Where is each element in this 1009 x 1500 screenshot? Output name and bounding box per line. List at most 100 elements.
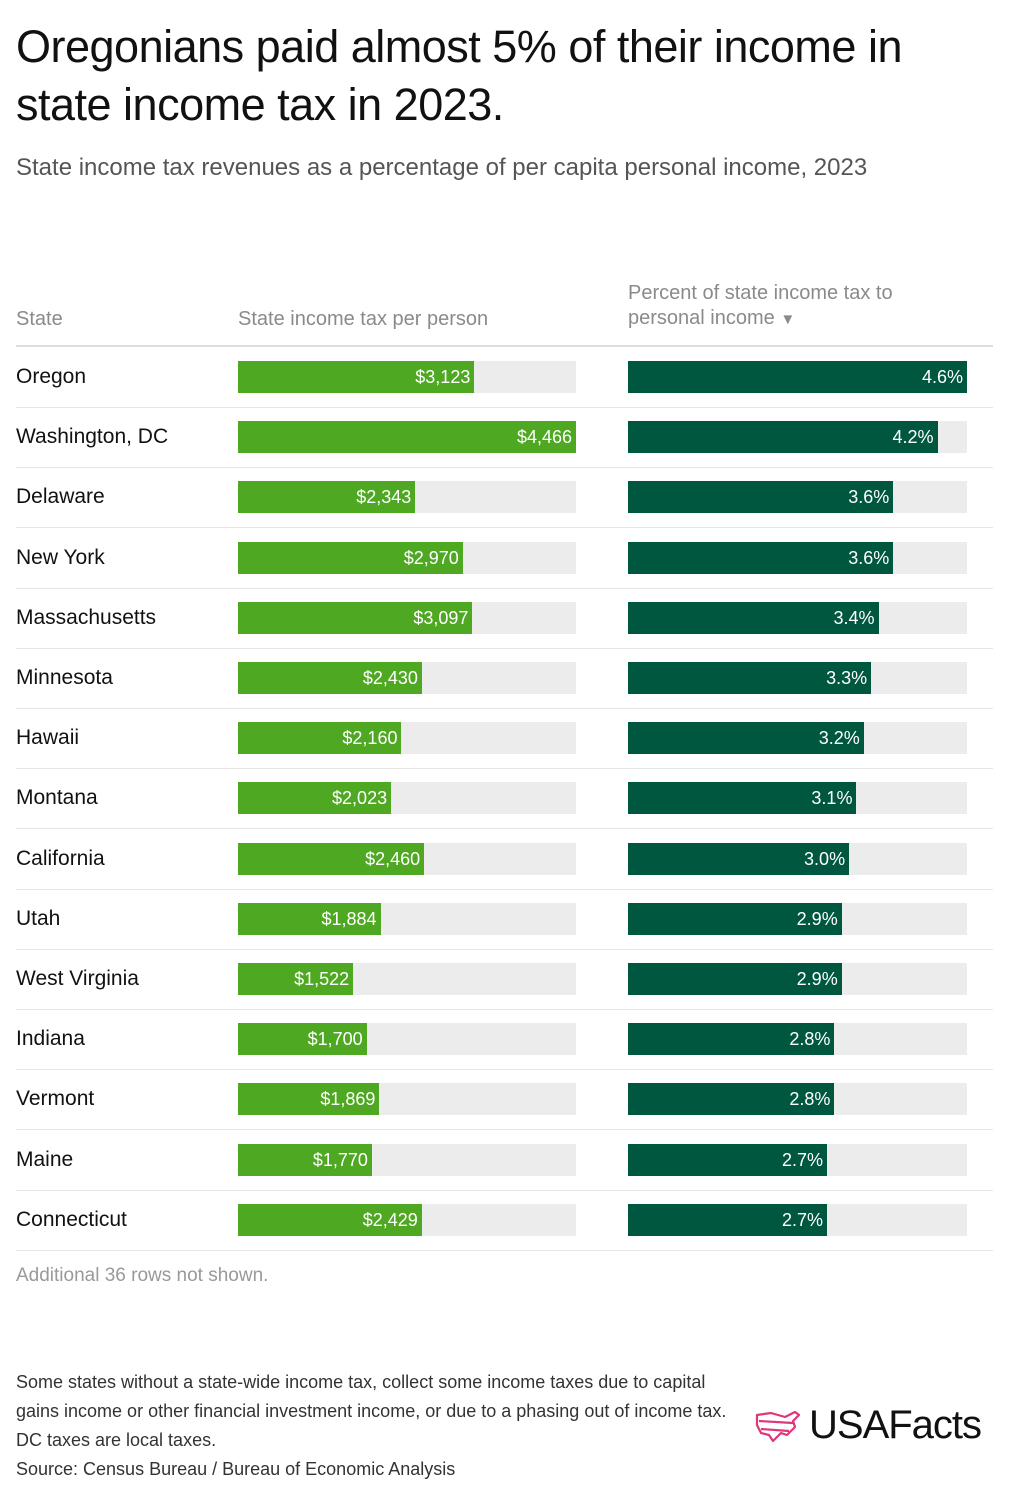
header-pct[interactable]: Percent of state income tax to personal …	[628, 281, 958, 332]
table-row: Indiana $1,700 2.8%	[16, 1009, 993, 1071]
tax-bar-track: $2,343	[238, 481, 576, 514]
pct-bar-track: 3.1%	[628, 782, 967, 815]
subtitle: State income tax revenues as a percentag…	[16, 154, 868, 181]
tax-bar-track: $2,970	[238, 541, 576, 574]
table-row: Montana $2,023 3.1%	[16, 768, 993, 830]
tax-bar: $3,097	[238, 601, 473, 634]
tax-bar-track: $2,460	[238, 842, 576, 875]
tax-bar-track: $2,429	[238, 1203, 576, 1236]
state-name: Delaware	[16, 485, 105, 509]
tax-label: $2,429	[362, 1209, 418, 1230]
pct-label: 2.7%	[781, 1149, 823, 1170]
pct-bar-track: 2.8%	[628, 1083, 967, 1116]
pct-bar: 3.0%	[628, 842, 850, 875]
sort-down-icon[interactable]: ▼	[780, 311, 796, 328]
us-map-icon	[755, 1410, 801, 1442]
source: Source: Census Bureau / Bureau of Econom…	[16, 1459, 456, 1479]
pct-bar: 3.6%	[628, 541, 894, 574]
state-name: Hawaii	[16, 726, 80, 750]
state-name: Indiana	[16, 1027, 85, 1051]
tax-bar-track: $4,466	[238, 421, 576, 454]
pct-bar-track: 3.3%	[628, 662, 967, 694]
pct-bar-track: 2.9%	[628, 902, 967, 935]
page-title: Oregonians paid almost 5% of their incom…	[16, 21, 902, 130]
pct-label: 2.9%	[796, 969, 838, 989]
tax-bar-track: $2,023	[238, 782, 576, 815]
state-name: Massachusetts	[16, 605, 157, 629]
pct-bar: 4.2%	[628, 421, 938, 454]
table-row: West Virginia $1,522 2.9%	[16, 949, 993, 1010]
state-name: Maine	[16, 1147, 74, 1171]
pct-label: 4.6%	[921, 367, 963, 387]
tax-bar: $2,023	[238, 782, 392, 815]
tax-bar-track: $1,884	[238, 902, 576, 935]
state-name: Vermont	[16, 1087, 95, 1111]
header-tax: State income tax per person	[238, 308, 489, 330]
table-row: Vermont $1,869 2.8%	[16, 1069, 993, 1131]
pct-label: 2.8%	[789, 1089, 831, 1110]
tax-bar-track: $1,700	[238, 1023, 576, 1056]
footnote-text: Some states without a state-wide income …	[16, 1372, 727, 1450]
pct-bar-track: 3.6%	[628, 541, 967, 574]
pct-bar: 2.8%	[628, 1023, 835, 1056]
rows-note: Additional 36 rows not shown.	[16, 1265, 269, 1286]
tax-label: $3,097	[413, 607, 469, 628]
pct-label: 4.2%	[892, 427, 934, 448]
table-row: California $2,460 3.0%	[16, 829, 993, 890]
tax-label: $2,430	[362, 668, 418, 688]
tax-label: $1,869	[320, 1089, 376, 1110]
table-row: Washington, DC $4,466 4.2%	[16, 407, 993, 469]
tax-bar: $1,884	[238, 902, 381, 935]
pct-bar: 3.4%	[628, 601, 879, 634]
state-name: Minnesota	[16, 666, 113, 689]
state-name: Washington, DC	[16, 425, 169, 449]
tax-label: $1,770	[312, 1149, 368, 1170]
tax-bar: $2,970	[238, 541, 463, 574]
pct-bar-track: 4.2%	[628, 421, 967, 454]
table-row: Massachusetts $3,097 3.4%	[16, 588, 993, 649]
header-state: State	[16, 308, 63, 330]
footnote: Some states without a state-wide income …	[16, 1368, 746, 1484]
usafacts-logo: USAFacts	[755, 1403, 982, 1448]
tax-bar-track: $1,770	[238, 1143, 576, 1176]
tax-bar: $2,429	[238, 1203, 422, 1236]
table-row: Utah $1,884 2.9%	[16, 889, 993, 950]
pct-label: 2.8%	[789, 1029, 831, 1050]
tax-bar-track: $3,123	[238, 361, 576, 393]
pct-bar-track: 4.6%	[628, 361, 967, 393]
state-name: Oregon	[16, 365, 87, 388]
tax-bar-track: $2,160	[238, 722, 576, 755]
tax-bar: $1,522	[238, 963, 354, 995]
tax-label: $2,970	[403, 547, 459, 568]
tax-bar-track: $2,430	[238, 662, 576, 694]
tax-label: $1,700	[307, 1029, 363, 1050]
pct-bar-track: 2.7%	[628, 1143, 967, 1176]
tax-bar: $1,869	[238, 1083, 380, 1116]
table-row: Minnesota $2,430 3.3%	[16, 648, 993, 709]
tax-label: $2,023	[332, 788, 388, 809]
table-row: Delaware $2,343 3.6%	[16, 467, 993, 529]
pct-label: 3.6%	[848, 487, 890, 508]
table-row: Maine $1,770 2.7%	[16, 1130, 993, 1191]
pct-label: 2.9%	[796, 908, 838, 929]
pct-bar: 2.9%	[628, 963, 842, 995]
state-name: Utah	[16, 906, 61, 930]
tax-bar: $1,700	[238, 1023, 367, 1056]
pct-label: 2.7%	[781, 1209, 823, 1230]
pct-bar: 3.3%	[628, 662, 872, 694]
pct-bar-track: 3.2%	[628, 722, 967, 755]
tax-label: $1,522	[294, 969, 350, 989]
pct-bar-track: 2.7%	[628, 1203, 967, 1236]
tax-label: $4,466	[516, 427, 572, 448]
table-row: Hawaii $2,160 3.2%	[16, 708, 993, 770]
pct-bar: 2.7%	[628, 1143, 827, 1176]
table-row: Oregon $3,123 4.6%	[16, 347, 993, 408]
tax-bar: $1,770	[238, 1143, 372, 1176]
pct-bar: 3.6%	[628, 481, 894, 514]
tax-bar: $2,430	[238, 662, 422, 694]
state-name: Montana	[16, 786, 98, 810]
pct-bar: 2.8%	[628, 1083, 835, 1116]
pct-bar-track: 3.0%	[628, 842, 967, 875]
state-name: Connecticut	[16, 1207, 127, 1231]
